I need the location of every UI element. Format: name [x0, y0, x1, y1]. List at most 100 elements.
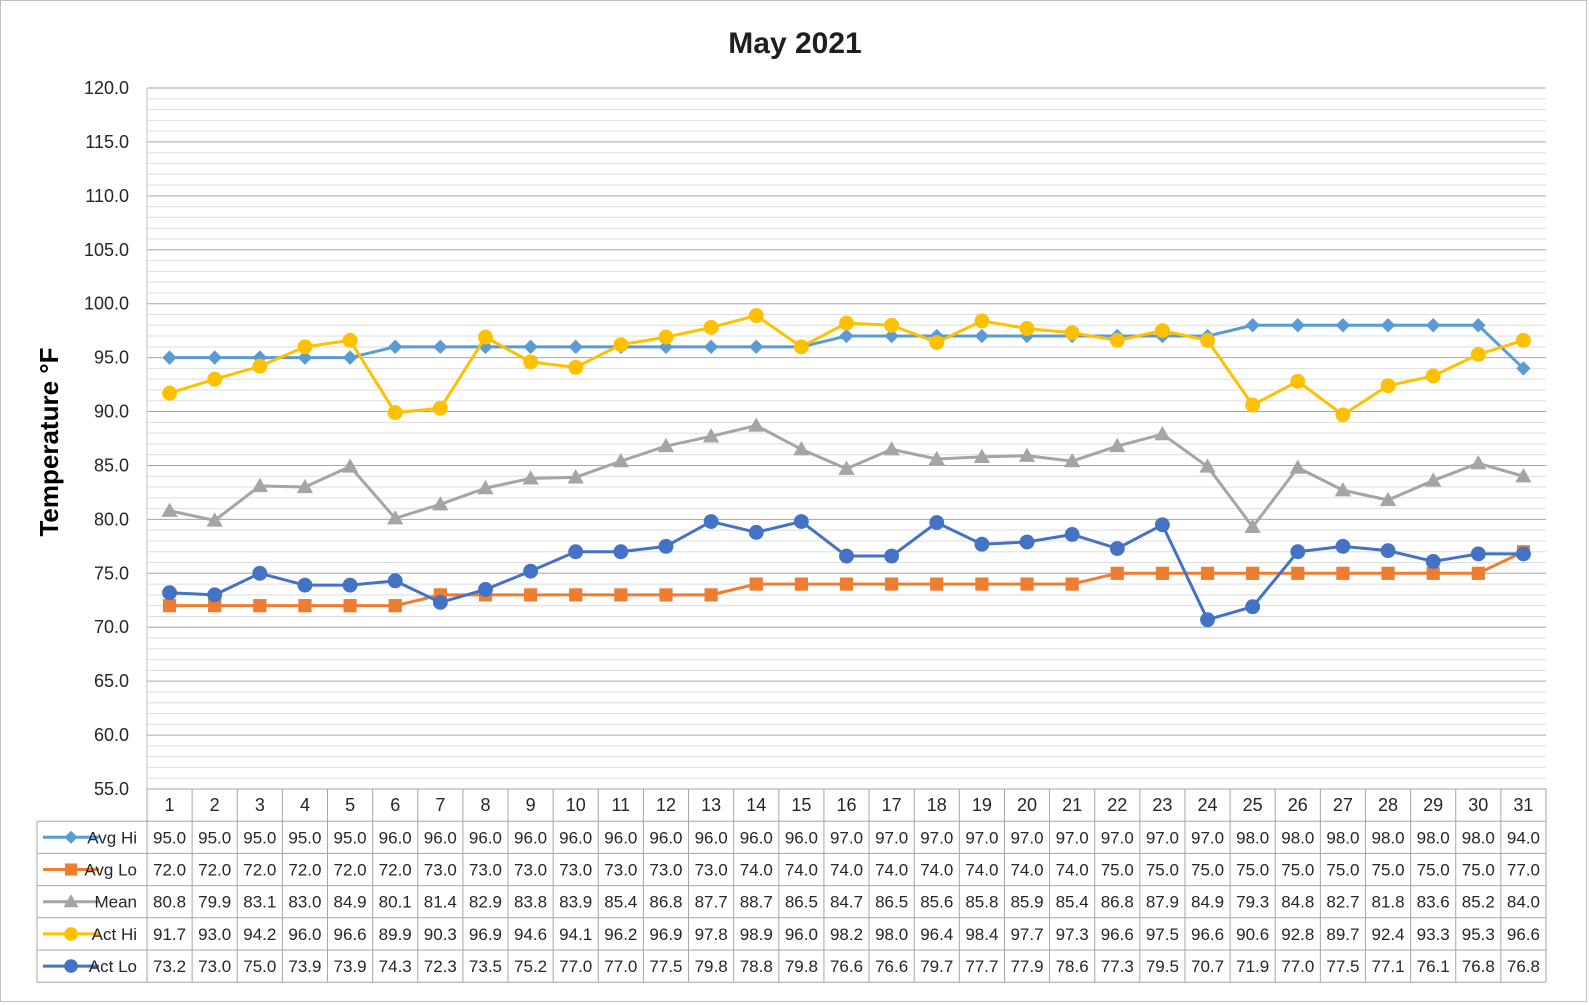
data-point: [1334, 482, 1352, 497]
data-label: 97.0: [875, 828, 908, 847]
legend-key-marker: [64, 863, 78, 876]
data-label: 73.9: [288, 957, 321, 976]
data-label: 85.2: [1462, 893, 1495, 912]
data-point: [387, 405, 403, 421]
data-label: 97.0: [1010, 828, 1043, 847]
data-label: 94.0: [1507, 828, 1540, 847]
data-point: [1109, 541, 1125, 556]
data-point: [1425, 554, 1441, 569]
data-label: 96.0: [559, 828, 592, 847]
data-label: 97.3: [1056, 925, 1089, 944]
data-label: 75.0: [1101, 861, 1134, 880]
data-point: [793, 441, 810, 456]
data-label: 97.8: [695, 925, 728, 944]
y-tick-label: 115.0: [85, 132, 129, 152]
data-label: 98.0: [1417, 828, 1450, 847]
data-label: 75.0: [243, 957, 276, 976]
data-point: [838, 460, 855, 475]
data-label: 75.0: [1326, 861, 1359, 880]
data-label: 80.1: [379, 893, 412, 912]
y-tick-label: 75.0: [94, 563, 129, 583]
data-label: 85.8: [965, 893, 998, 912]
data-point: [885, 577, 899, 591]
data-label: 94.1: [559, 925, 592, 944]
data-label: 89.9: [379, 925, 412, 944]
data-label: 79.3: [1236, 893, 1269, 912]
data-point: [251, 477, 268, 493]
data-label: 81.8: [1372, 893, 1405, 912]
data-point: [387, 573, 403, 589]
data-point: [928, 450, 945, 466]
data-point: [162, 385, 178, 401]
data-label: 96.0: [695, 828, 728, 847]
data-label: 85.6: [920, 893, 953, 912]
data-point: [432, 400, 448, 416]
y-tick-label: 110.0: [85, 186, 129, 206]
data-point: [298, 599, 312, 613]
data-point: [1244, 518, 1261, 534]
data-point: [1425, 318, 1441, 333]
data-point: [748, 308, 764, 323]
data-point: [252, 565, 268, 581]
x-tick-label: 25: [1243, 795, 1263, 815]
data-point: [1154, 426, 1171, 441]
data-label: 73.0: [424, 861, 457, 880]
data-point: [973, 448, 991, 463]
data-point: [1199, 458, 1216, 473]
x-tick-label: 22: [1107, 795, 1127, 815]
data-label: 79.8: [785, 957, 818, 976]
data-label: 74.0: [1056, 861, 1089, 880]
data-label: 97.0: [1056, 828, 1089, 847]
data-label: 78.6: [1056, 957, 1089, 976]
data-point: [1109, 332, 1125, 348]
data-label: 85.4: [604, 893, 637, 912]
data-point: [702, 428, 720, 443]
data-label: 74.3: [379, 957, 412, 976]
data-label: 97.0: [965, 828, 998, 847]
data-label: 96.4: [920, 925, 953, 944]
data-label: 84.7: [830, 893, 863, 912]
data-point: [1379, 491, 1397, 507]
x-tick-label: 19: [972, 795, 992, 815]
data-label: 80.8: [153, 893, 186, 912]
data-label: 75.0: [1417, 861, 1450, 880]
data-point: [1470, 546, 1486, 562]
data-point: [1155, 566, 1170, 580]
data-point: [1064, 527, 1080, 542]
data-label: 72.0: [198, 861, 231, 880]
data-point: [839, 548, 854, 564]
data-label: 96.9: [649, 925, 682, 944]
data-point: [342, 332, 358, 348]
data-label: 84.9: [334, 893, 367, 912]
data-label: 98.0: [1372, 828, 1405, 847]
y-tick-label: 105.0: [84, 240, 129, 260]
data-label: 83.8: [514, 893, 547, 912]
data-point: [929, 515, 945, 531]
data-point: [748, 417, 765, 432]
data-label: 96.0: [469, 828, 502, 847]
y-tick-label: 55.0: [94, 779, 129, 799]
data-label: 75.0: [1146, 861, 1179, 880]
data-point: [297, 339, 313, 355]
data-label: 93.0: [198, 925, 231, 944]
gridlines: [146, 87, 1546, 790]
data-point: [883, 441, 900, 456]
chart-title: May 2021: [728, 27, 861, 60]
data-point: [523, 588, 538, 602]
data-label: 88.7: [740, 893, 773, 912]
data-point: [1064, 325, 1080, 341]
x-tick-label: 1: [165, 795, 175, 815]
legend-key-marker: [64, 830, 78, 844]
data-label: 73.9: [334, 957, 367, 976]
data-point: [1020, 577, 1034, 591]
data-point: [748, 524, 764, 540]
data-label: 72.0: [288, 861, 321, 880]
data-label: 77.0: [604, 957, 637, 976]
x-tick-label: 21: [1062, 795, 1082, 815]
data-point: [162, 585, 178, 601]
data-label: 96.0: [785, 925, 818, 944]
y-tick-label: 80.0: [94, 509, 129, 529]
data-label: 73.5: [469, 957, 502, 976]
data-label: 95.0: [243, 828, 276, 847]
data-point: [839, 328, 854, 344]
